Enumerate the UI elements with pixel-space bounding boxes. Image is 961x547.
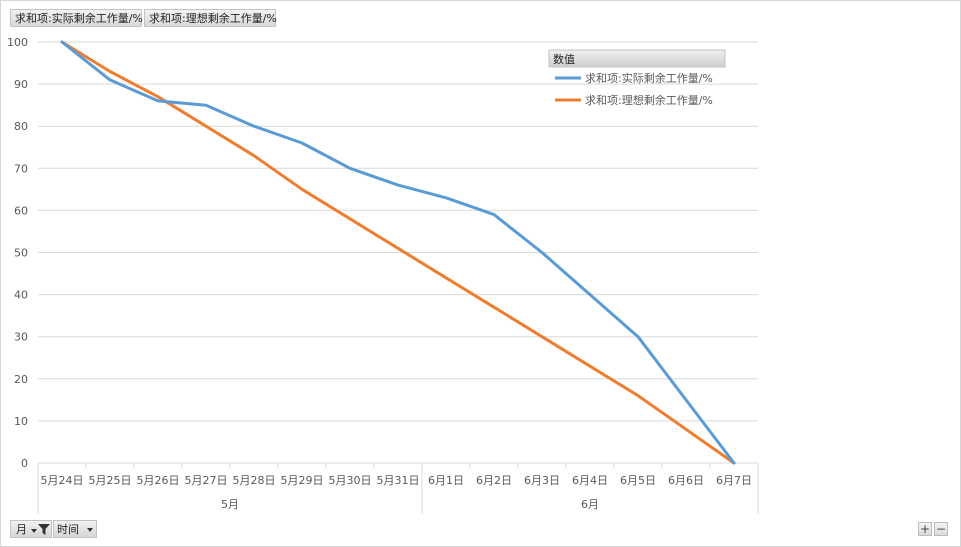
x-tick-label: 6月5日 <box>620 474 656 487</box>
legend-header <box>548 49 726 68</box>
y-tick-label: 80 <box>14 120 28 133</box>
field-button-time[interactable]: 时间 <box>53 520 97 538</box>
series-lines <box>60 40 736 465</box>
y-tick-label: 90 <box>14 78 28 91</box>
series-line <box>60 40 736 465</box>
axes: 0 10 20 30 40 50 60 70 80 90 100 5月24日 5月25日 5月26日 5月2… <box>7 36 759 514</box>
field-button-ideal[interactable]: 求和项:理想剩余工作量/% <box>144 9 277 27</box>
expand-button[interactable]: + <box>918 522 932 536</box>
y-tick-label: 50 <box>14 247 28 260</box>
y-tick-label: 30 <box>14 331 28 344</box>
y-tick-label: 10 <box>14 415 28 428</box>
y-tick-label: 60 <box>14 204 28 217</box>
x-tick-label: 6月4日 <box>572 474 608 487</box>
legend-entry: 求和项:理想剩余工作量/% <box>585 93 713 107</box>
y-tick-label: 70 <box>14 162 28 175</box>
x-tick-label: 5月31日 <box>377 474 420 487</box>
x-tick-label: 5月28日 <box>233 474 276 487</box>
x-group-label: 6月 <box>581 498 599 511</box>
field-time-label: 时间 <box>57 523 79 536</box>
x-tick-label: 5月25日 <box>89 474 132 487</box>
x-tick-label: 6月2日 <box>476 474 512 487</box>
x-tick-label: 6月7日 <box>716 474 752 487</box>
x-tick-label: 5月24日 <box>41 474 84 487</box>
field-month-label: 月 <box>16 523 27 536</box>
collapse-button[interactable]: − <box>934 522 948 536</box>
x-tick-label: 6月1日 <box>428 474 464 487</box>
dropdown-arrow-icon[interactable] <box>87 528 93 532</box>
dropdown-arrow-icon[interactable] <box>31 529 37 533</box>
x-tick-label: 5月29日 <box>281 474 324 487</box>
field-button-month[interactable]: 月 <box>10 520 52 538</box>
legend-title: 数值 <box>553 53 575 66</box>
y-tick-label: 100 <box>7 36 28 49</box>
x-tick-label: 5月27日 <box>185 474 228 487</box>
legend-entry: 求和项:实际剩余工作量/% <box>585 71 713 85</box>
x-tick-label: 6月6日 <box>668 474 704 487</box>
x-tick-label: 5月30日 <box>329 474 372 487</box>
field-button-actual[interactable]: 求和项:实际剩余工作量/% <box>10 9 143 27</box>
x-tick-label: 5月26日 <box>137 474 180 487</box>
y-tick-label: 0 <box>21 457 28 470</box>
x-group-label: 5月 <box>221 498 239 511</box>
x-tick-label: 6月3日 <box>524 474 560 487</box>
y-tick-label: 40 <box>14 289 28 302</box>
y-tick-label: 20 <box>14 373 28 386</box>
series-line <box>60 40 736 465</box>
filter-icon[interactable] <box>38 524 50 535</box>
